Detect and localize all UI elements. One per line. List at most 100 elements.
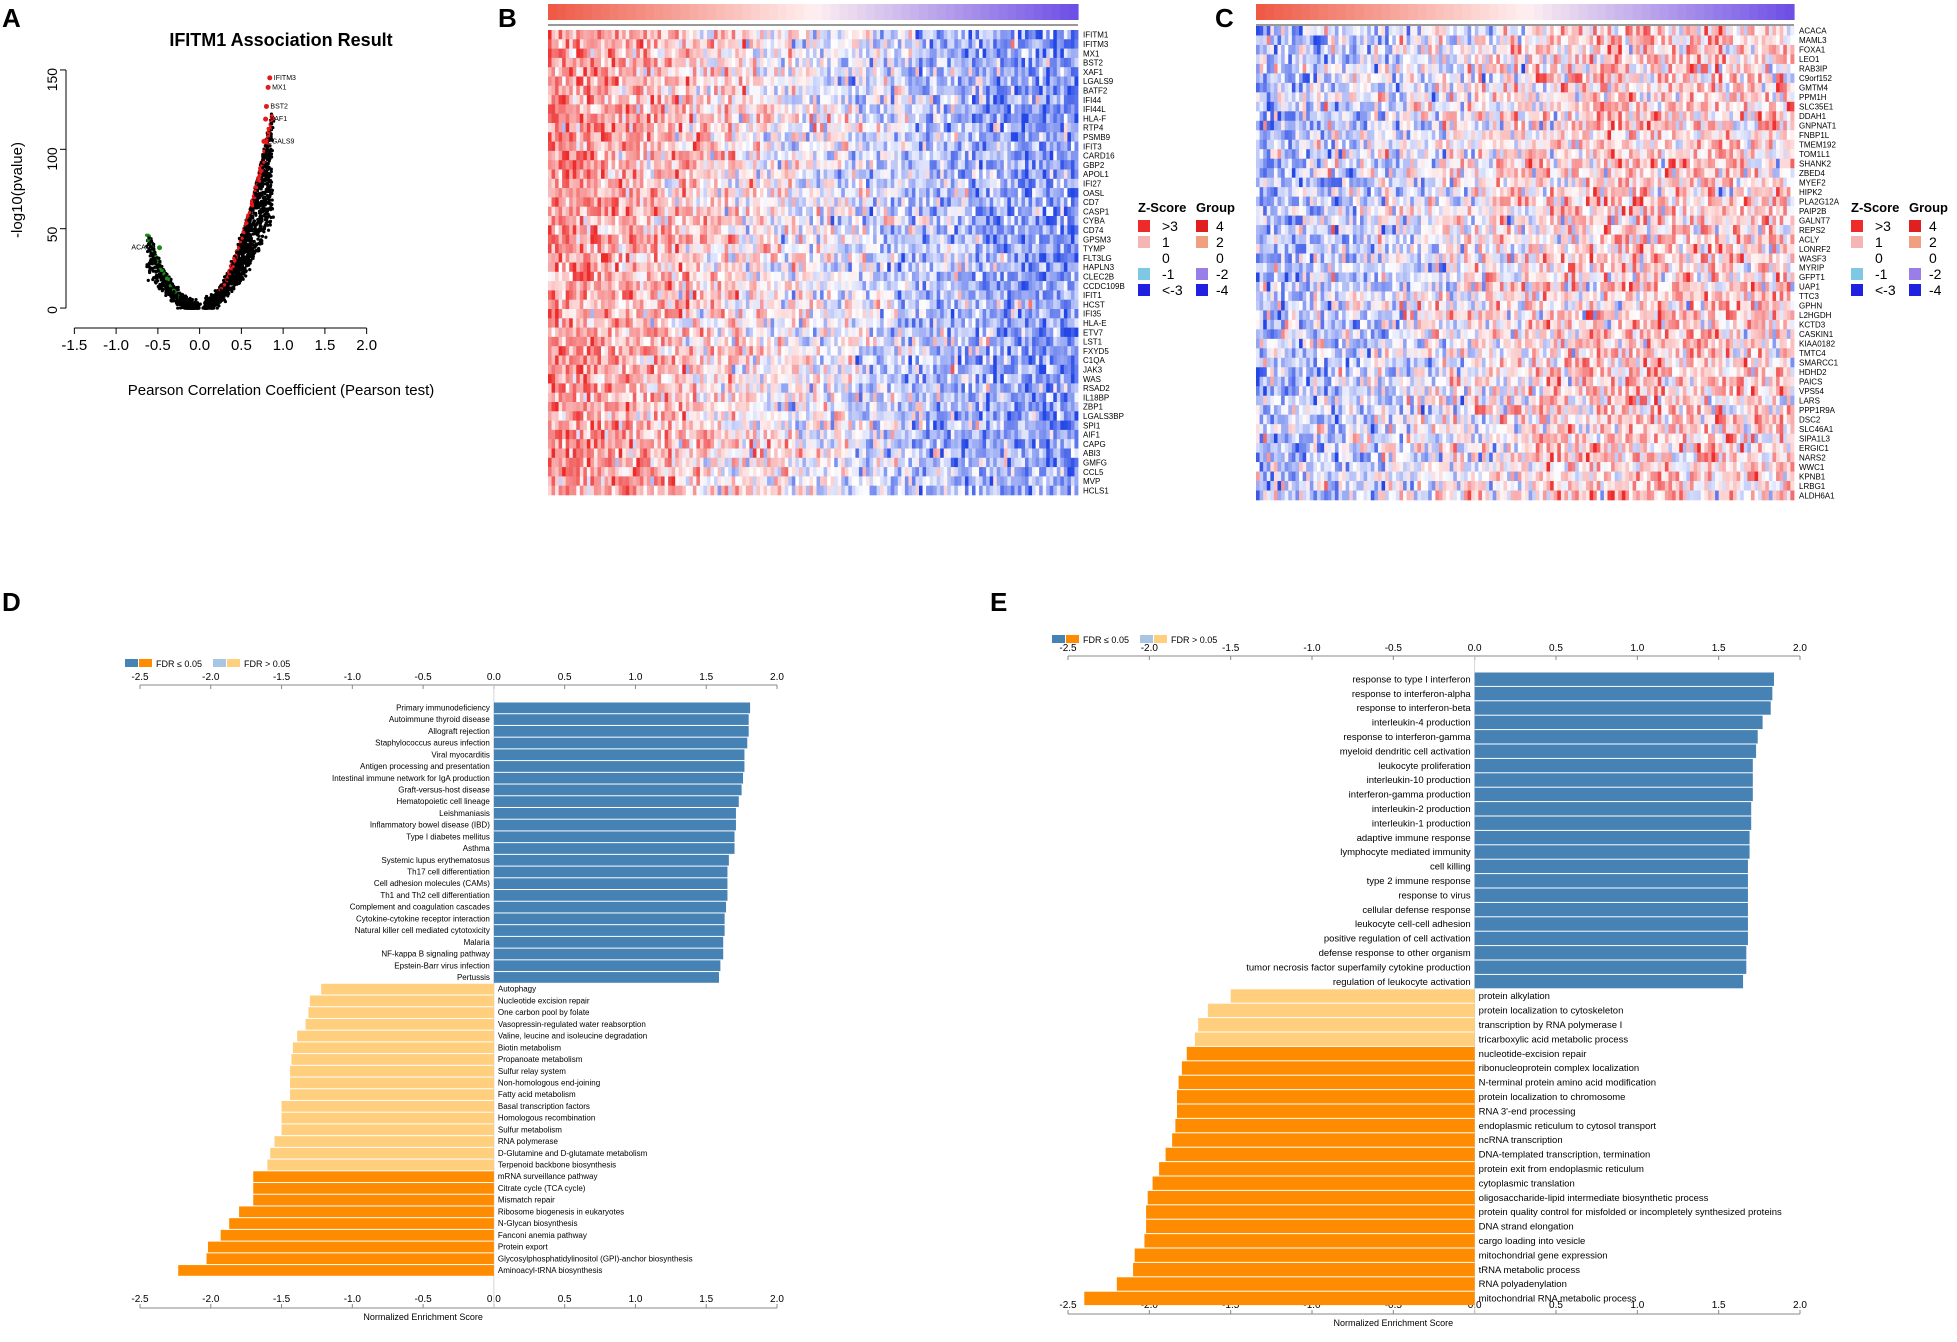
heatmap-cell bbox=[682, 123, 687, 133]
heatmap-cell bbox=[880, 132, 885, 142]
heatmap-cell bbox=[597, 123, 602, 133]
heatmap-cell bbox=[1028, 30, 1033, 40]
heatmap-cell bbox=[968, 48, 973, 59]
scatter-point bbox=[258, 194, 262, 198]
heatmap-cell bbox=[738, 95, 743, 105]
heatmap-cell bbox=[629, 95, 634, 105]
heatmap-cell bbox=[820, 95, 824, 105]
heatmap-cell bbox=[993, 95, 998, 105]
heatmap-cell bbox=[639, 76, 644, 87]
scatter-point bbox=[146, 278, 150, 282]
heatmap-cell bbox=[943, 57, 948, 68]
heatmap-cell bbox=[608, 123, 612, 133]
heatmap-cell bbox=[696, 57, 701, 68]
scatter-point bbox=[235, 250, 240, 254]
heatmap-cell bbox=[851, 160, 856, 170]
scatter-point bbox=[270, 138, 275, 143]
heatmap-cell bbox=[989, 67, 994, 77]
heatmap-cell bbox=[982, 95, 987, 105]
heatmap-cell bbox=[820, 141, 824, 152]
heatmap-cell bbox=[940, 76, 945, 87]
heatmap-cell bbox=[721, 123, 726, 133]
heatmap-cell bbox=[699, 141, 704, 152]
heatmap-cell bbox=[979, 85, 983, 96]
heatmap-cell bbox=[777, 85, 782, 96]
scatter-point bbox=[153, 265, 157, 269]
heatmap-cell bbox=[795, 57, 800, 68]
heatmap-cell bbox=[668, 104, 673, 114]
heatmap-cell bbox=[558, 132, 563, 142]
scatter-point bbox=[170, 296, 174, 300]
heatmap-cell bbox=[629, 39, 634, 49]
group-gradient-bar bbox=[786, 4, 796, 20]
heatmap-cell bbox=[887, 160, 892, 170]
heatmap-cell bbox=[632, 141, 637, 152]
heatmap-cell bbox=[678, 104, 683, 114]
heatmap-cell bbox=[632, 160, 637, 170]
heatmap-cell bbox=[922, 150, 927, 161]
heatmap-cell bbox=[823, 39, 828, 49]
heatmap-cell bbox=[830, 39, 835, 49]
scatter-point bbox=[239, 244, 243, 249]
scatter-point bbox=[258, 173, 262, 177]
heatmap-cell bbox=[834, 57, 839, 68]
group-gradient-bar bbox=[654, 4, 664, 20]
heatmap-cell bbox=[664, 67, 669, 77]
group-gradient-bar bbox=[857, 4, 867, 20]
heatmap-cell bbox=[890, 67, 895, 77]
group-gradient-bar bbox=[707, 4, 717, 20]
heatmap-cell bbox=[798, 95, 803, 105]
heatmap-cell bbox=[858, 141, 863, 152]
heatmap-cell bbox=[689, 104, 694, 114]
heatmap-cell bbox=[742, 39, 747, 49]
heatmap-cell bbox=[1028, 160, 1033, 170]
heatmap-cell bbox=[675, 48, 680, 59]
heatmap-cell bbox=[551, 67, 556, 77]
heatmap-cell bbox=[936, 123, 941, 133]
heatmap-cell bbox=[1046, 104, 1051, 114]
heatmap-cell bbox=[1025, 57, 1029, 68]
heatmap-cell bbox=[583, 85, 588, 96]
group-gradient-bar bbox=[680, 4, 690, 20]
heatmap-cell bbox=[590, 169, 595, 180]
heatmap-cell bbox=[1035, 160, 1040, 170]
heatmap-cell bbox=[618, 95, 623, 105]
scatter-point bbox=[210, 296, 214, 300]
heatmap-cell bbox=[646, 48, 651, 59]
heatmap-cell bbox=[813, 85, 817, 96]
heatmap-cell bbox=[897, 76, 902, 87]
heatmap-cell bbox=[936, 67, 941, 77]
heatmap-cell bbox=[763, 67, 768, 77]
heatmap-cell bbox=[897, 57, 902, 68]
heatmap-cell bbox=[873, 95, 877, 105]
heatmap-cell bbox=[661, 160, 665, 170]
heatmap-cell bbox=[919, 104, 923, 114]
scatter-point bbox=[152, 256, 156, 260]
panel-letter-c: C bbox=[1215, 3, 1234, 33]
heatmap-cell bbox=[735, 57, 740, 68]
heatmap-cell bbox=[933, 123, 938, 133]
heatmap-cell bbox=[777, 150, 782, 161]
heatmap-cell bbox=[858, 160, 863, 170]
heatmap-cell bbox=[943, 95, 948, 105]
heatmap-cell bbox=[841, 30, 846, 40]
heatmap-cell bbox=[979, 132, 983, 142]
heatmap-cell bbox=[756, 57, 761, 68]
heatmap-cell bbox=[699, 113, 704, 124]
heatmap-cell bbox=[745, 113, 750, 124]
heatmap-cell bbox=[654, 104, 658, 114]
heatmap-cell bbox=[572, 160, 577, 170]
heatmap-cell bbox=[608, 132, 612, 142]
heatmap-cell bbox=[950, 132, 955, 142]
heatmap-cell bbox=[579, 104, 584, 114]
heatmap-cell bbox=[897, 95, 902, 105]
heatmap-cell bbox=[827, 76, 832, 87]
heatmap-cell bbox=[555, 67, 559, 77]
scatter-point bbox=[263, 202, 267, 206]
heatmap-cell bbox=[777, 104, 782, 114]
heatmap-cell bbox=[880, 57, 885, 68]
heatmap-cell bbox=[1007, 30, 1012, 40]
heatmap-cell bbox=[696, 85, 701, 96]
heatmap-cell bbox=[738, 57, 743, 68]
heatmap-cell bbox=[650, 48, 655, 59]
